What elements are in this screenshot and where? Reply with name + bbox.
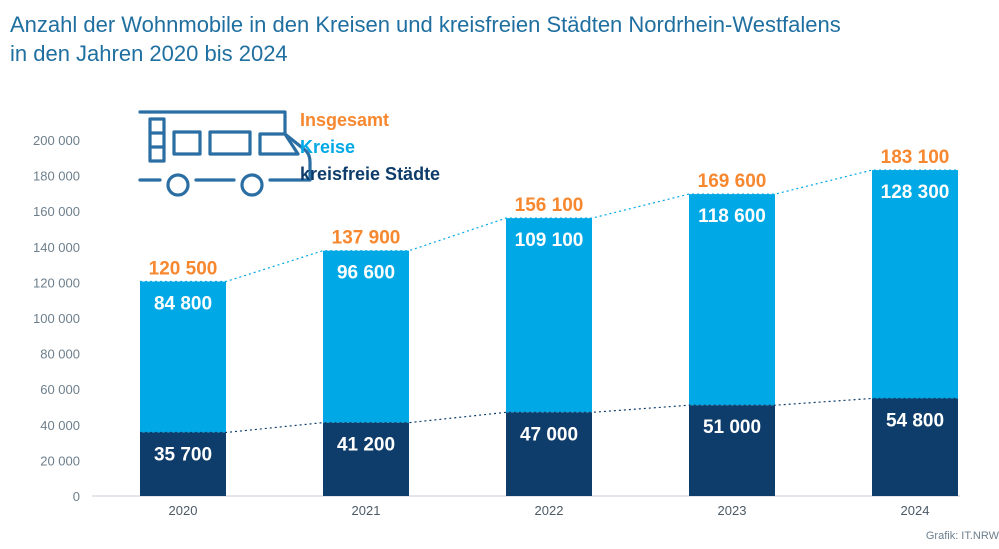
bar-kreisfreie-staedte bbox=[323, 422, 409, 496]
x-tick-label: 2024 bbox=[901, 503, 930, 518]
label-insgesamt: 156 100 bbox=[515, 195, 584, 216]
y-tick-label: 20 000 bbox=[40, 453, 80, 468]
chart-title-line-2: in den Jahren 2020 bis 2024 bbox=[10, 41, 288, 66]
label-insgesamt: 137 900 bbox=[332, 228, 401, 249]
legend-kreise: Kreise bbox=[300, 137, 355, 157]
y-tick-label: 60 000 bbox=[40, 382, 80, 397]
label-kreise: 128 300 bbox=[881, 182, 950, 203]
bar-kreise bbox=[689, 194, 775, 406]
bar-kreise bbox=[140, 281, 226, 433]
trend-lines bbox=[140, 169, 958, 434]
legend-kreisfreie-staedte: kreisfreie Städte bbox=[300, 164, 440, 184]
y-tick-label: 80 000 bbox=[40, 347, 80, 362]
legend: Insgesamt Kreise kreisfreie Städte bbox=[138, 110, 440, 197]
y-tick-label: 140 000 bbox=[33, 240, 80, 255]
label-insgesamt: 120 500 bbox=[149, 259, 218, 280]
chart-title-line-1: Anzahl der Wohnmobile in den Kreisen und… bbox=[10, 12, 841, 37]
trend-line-kreisfreie-staedte bbox=[140, 397, 958, 434]
label-insgesamt: 169 600 bbox=[698, 171, 767, 192]
y-tick-label: 180 000 bbox=[33, 169, 80, 184]
trend-line-insgesamt bbox=[140, 169, 958, 283]
label-kreisfreie-staedte: 35 700 bbox=[154, 444, 212, 465]
x-tick-label: 2022 bbox=[535, 503, 564, 518]
x-tick-label: 2023 bbox=[718, 503, 747, 518]
bar-kreisfreie-staedte bbox=[506, 412, 592, 496]
label-kreise: 96 600 bbox=[337, 263, 395, 284]
y-tick-label: 120 000 bbox=[33, 275, 80, 290]
y-tick-label: 160 000 bbox=[33, 204, 80, 219]
label-kreisfreie-staedte: 51 000 bbox=[703, 417, 761, 438]
bars bbox=[140, 170, 958, 496]
y-axis: 0 20 000 40 000 60 000 80 000 100 000 120 000 1… bbox=[33, 133, 960, 504]
bar-kreisfreie-staedte bbox=[689, 405, 775, 496]
label-kreise: 118 600 bbox=[698, 206, 766, 227]
label-insgesamt: 183 100 bbox=[881, 147, 950, 168]
bar-kreise bbox=[872, 170, 958, 399]
camper-van-icon bbox=[138, 110, 312, 197]
y-tick-label: 40 000 bbox=[40, 418, 80, 433]
bar-kreisfreie-staedte bbox=[140, 432, 226, 496]
y-tick-label: 100 000 bbox=[33, 311, 80, 326]
bar-kreisfreie-staedte bbox=[872, 398, 958, 496]
y-tick-label: 200 000 bbox=[33, 133, 80, 148]
label-kreisfreie-staedte: 41 200 bbox=[337, 435, 395, 456]
label-kreisfreie-staedte: 47 000 bbox=[520, 424, 578, 445]
label-kreise: 84 800 bbox=[154, 294, 212, 315]
legend-insgesamt: Insgesamt bbox=[300, 110, 389, 130]
x-tick-label: 2020 bbox=[169, 503, 198, 518]
x-tick-label: 2021 bbox=[352, 503, 381, 518]
bar-kreise bbox=[506, 218, 592, 413]
credit-text: Grafik: IT.NRW bbox=[925, 530, 999, 542]
bar-kreise bbox=[323, 250, 409, 423]
y-tick-label: 0 bbox=[73, 489, 80, 504]
x-axis: 2020 2021 2022 2023 2024 bbox=[169, 503, 930, 518]
data-labels: 35 700 84 800 120 500 41 200 96 600 137 900 47… bbox=[149, 147, 950, 465]
label-kreise: 109 100 bbox=[515, 230, 584, 251]
label-kreisfreie-staedte: 54 800 bbox=[886, 410, 944, 431]
